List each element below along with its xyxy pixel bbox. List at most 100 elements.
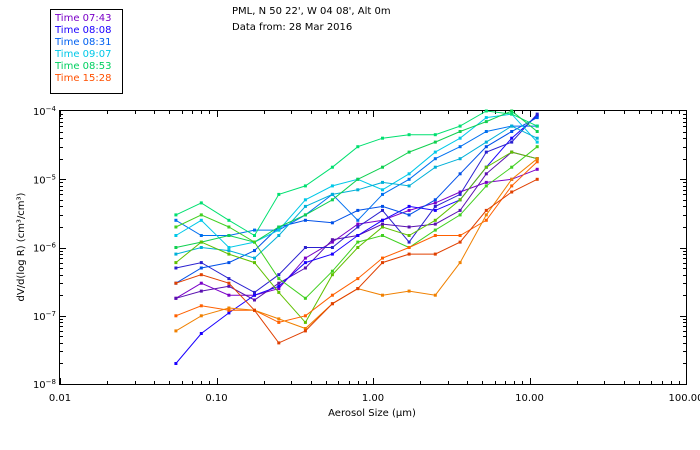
data-point [227,249,231,253]
series-line [175,115,538,364]
data-point [458,240,462,244]
data-point [535,140,539,144]
data-point [227,261,231,265]
data-point [277,281,281,285]
data-point [330,184,334,188]
data-point [510,112,514,116]
data-point [199,213,203,217]
data-point [484,120,488,124]
data-point [407,240,411,244]
x-tick-label: 0.01 [49,393,71,404]
data-point [407,289,411,293]
data-point [433,234,437,237]
series-line [175,158,538,332]
data-point [303,266,307,270]
data-point [253,261,256,265]
data-point [535,124,539,128]
data-point [458,145,462,149]
data-point [253,298,256,302]
data-point [535,160,539,164]
data-point [330,269,334,273]
data-point [407,252,411,256]
data-point [381,208,384,212]
data-point [330,238,334,242]
data-point [303,261,307,265]
data-point [535,114,539,118]
legend-item: Time 07:43 [54,13,111,24]
plot-frame [59,110,687,385]
data-point [381,293,384,297]
series-3 [174,114,539,365]
series-layer [174,109,539,365]
data-point [484,140,488,144]
data-point [433,140,437,144]
data-point [199,266,203,270]
data-point [433,222,437,226]
data-point [199,261,203,265]
data-point [330,165,334,169]
data-point [303,204,307,208]
data-point [458,213,462,217]
data-point [484,208,488,212]
data-point [535,145,539,149]
data-point [381,136,384,140]
data-point [277,277,281,281]
data-point [227,277,231,281]
series-8 [174,124,539,260]
data-point [174,362,178,365]
data-point [253,290,256,294]
data-point [484,165,488,169]
data-point [433,228,437,232]
data-point [330,252,334,256]
data-point [330,221,334,225]
data-point [330,293,334,297]
data-point [535,112,539,116]
data-point [407,150,411,154]
data-point [510,140,514,144]
data-point [174,252,178,256]
data-point [510,124,514,128]
data-point [484,116,488,120]
data-point [199,289,203,293]
data-point [277,341,281,345]
data-point [303,320,307,324]
y-tick-label: 10−7 [33,310,56,323]
x-axis: 0.01 0.10 1.00 10.00 100.00 [49,111,700,404]
data-point [356,208,360,212]
data-point [381,204,384,208]
data-point [227,284,231,288]
data-point [174,314,178,318]
y-tick-label: 10−6 [33,242,57,255]
data-point [303,218,307,222]
data-point [484,109,488,113]
data-point [253,256,256,260]
data-point [174,234,178,237]
data-point [277,234,281,237]
data-point [199,218,203,222]
data-point [535,167,539,171]
data-point [535,130,539,133]
series-5 [174,116,539,285]
data-point [174,213,178,217]
data-point [227,306,231,310]
data-point [407,204,411,208]
data-point [277,228,281,232]
data-point [458,192,462,196]
data-point [356,218,360,222]
data-point [303,256,307,260]
series-11 [174,145,539,300]
data-point [227,225,231,229]
data-point [199,201,203,205]
data-point [277,317,281,321]
data-point [227,218,231,222]
data-point [227,252,231,256]
data-point [356,222,360,226]
data-point [330,240,334,244]
data-point [356,188,360,192]
y-tick-label: 10−5 [33,173,56,186]
data-point [407,184,411,188]
data-point [510,190,514,194]
data-point [330,246,334,249]
data-point [381,261,384,265]
